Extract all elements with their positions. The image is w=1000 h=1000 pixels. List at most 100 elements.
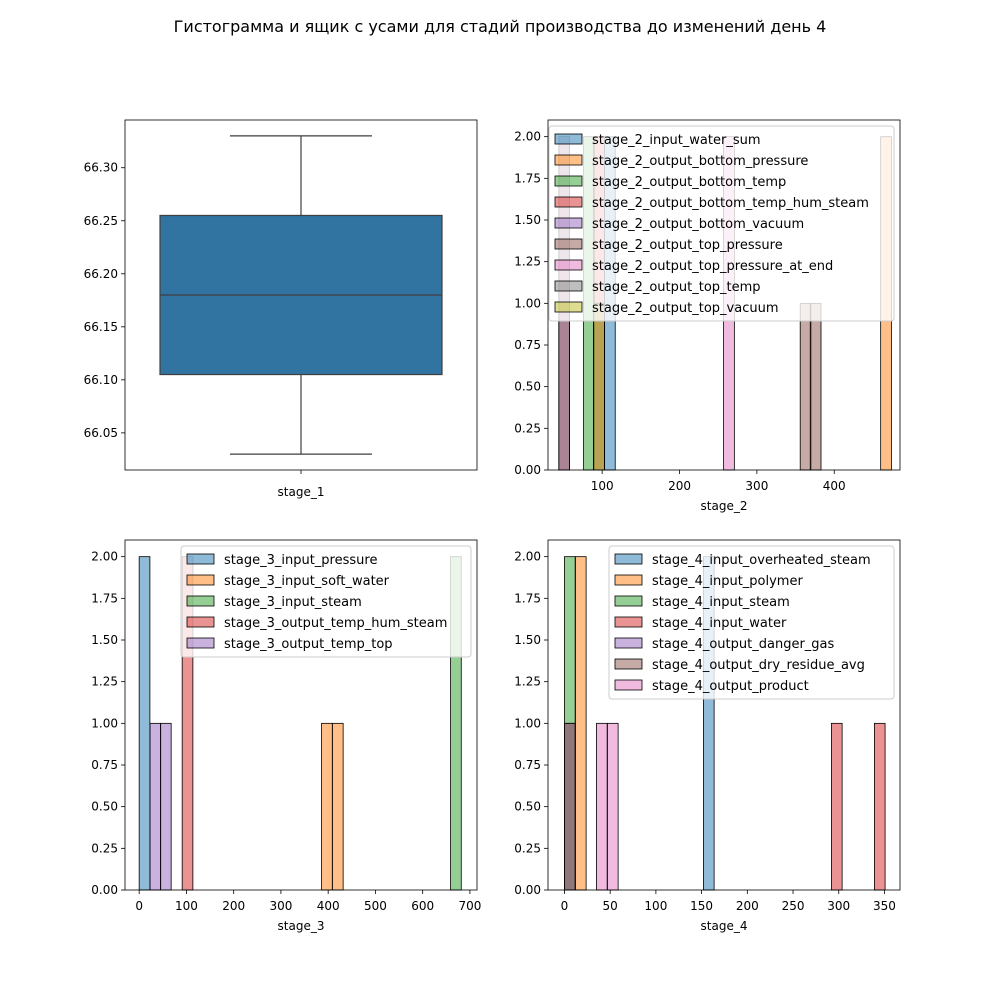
legend-swatch [614,658,643,670]
legend: stage_3_input_pressure stage_3_input_soft… [180,545,472,658]
histogram-bar [575,556,587,891]
x-tick-label: 500 [364,899,387,913]
legend-swatch [614,679,643,691]
legend-item: stage_2_output_bottom_pressure [554,154,808,169]
axes-frame [547,539,901,891]
legend-swatch [186,637,215,649]
y-tick-label: 66.30 [84,161,118,175]
histogram-bar [564,722,576,891]
x-tick-label: 100 [175,899,198,913]
histogram-bar [799,302,812,471]
legend-label: stage_4_output_danger_gas [652,637,835,652]
legend-item: stage_3_input_pressure [186,553,377,568]
x-tick-label: 100 [591,479,614,493]
y-tick-label: 2.00 [91,550,118,564]
y-tick-label: 0.25 [514,841,541,855]
legend-item: stage_4_input_polymer [614,574,803,589]
y-tick-label: 1.00 [514,716,541,730]
y-tick-label: 0.75 [91,758,118,772]
legend-label: stage_2_input_water_sum [592,133,761,148]
y-tick-label: 0.25 [91,841,118,855]
x-tick-label: 0 [135,899,143,913]
axes-frame [124,539,478,891]
x-axis-label: stage_4 [701,919,748,933]
legend-label: stage_4_output_dry_residue_avg [652,658,865,673]
legend-item: stage_3_output_temp_top [186,637,393,652]
x-tick-label: 100 [644,899,667,913]
x-axis-label: stage_2 [701,499,748,513]
legend-label: stage_3_input_pressure [224,553,377,568]
legend-item: stage_2_output_top_pressure [554,238,783,253]
y-tick-label: 0.75 [514,338,541,352]
legend-swatch [614,574,643,586]
legend-item: stage_3_output_temp_hum_steam [186,616,447,631]
legend-label: stage_4_input_steam [652,595,790,610]
legend-frame [608,545,895,700]
x-tick-label: 250 [782,899,805,913]
x-tick-label: 600 [411,899,434,913]
y-tick-label: 1.75 [514,591,541,605]
legend-item: stage_4_input_overheated_steam [614,553,871,568]
legend-swatch [554,154,583,166]
y-tick-label: 1.75 [514,171,541,185]
y-tick-label: 1.50 [514,213,541,227]
y-tick-label: 0.00 [514,463,541,477]
boxplot-stage-1: 66.05 66.10 66.15 66.20 66.25 66.30 stage_1 [84,119,478,499]
y-tick-label: 66.10 [84,373,118,387]
y-tick-label: 1.25 [514,675,541,689]
legend-swatch [186,553,215,565]
histogram-bar [160,722,172,891]
x-axis-label: stage_3 [278,919,325,933]
y-tick-label: 66.20 [84,267,118,281]
legend-frame [180,545,472,658]
legend-label: stage_4_input_water [652,616,787,631]
legend-label: stage_2_output_top_temp [592,280,761,295]
y-tick-label: 1.75 [91,591,118,605]
histogram-bar [332,722,344,891]
y-tick-label: 0.75 [514,758,541,772]
legend-label: stage_3_input_steam [224,595,362,610]
legend-label: stage_3_input_soft_water [224,574,390,589]
legend-item: stage_2_output_bottom_temp [554,175,786,190]
y-tick-label: 1.50 [514,633,541,647]
x-tick-label: 400 [823,479,846,493]
histogram-stage-4: 0.00 0.25 0.50 0.75 1.00 1.25 1.50 1.75 2.00 0 50 1… [514,539,901,933]
axes-frame [124,119,478,471]
x-tick-label: 200 [668,479,691,493]
legend-label: stage_4_input_polymer [652,574,803,589]
legend-swatch [554,217,583,229]
legend-label: stage_2_output_top_pressure [592,238,783,253]
y-tick-label: 0.50 [514,800,541,814]
histogram-bar [321,722,333,891]
x-tick-label: 0 [561,899,569,913]
y-tick-label: 1.25 [91,675,118,689]
legend-swatch [554,259,583,271]
histogram-bar [593,302,605,471]
x-tick-label: 350 [873,899,896,913]
y-tick-label: 66.05 [84,426,118,440]
legend: stage_4_input_overheated_steam stage_4_in… [608,545,895,700]
y-tick-label: 1.00 [514,296,541,310]
histogram-stage-2: 0.00 0.25 0.50 0.75 1.00 1.25 1.50 1.75 2.00 100 2… [514,119,901,513]
y-tick-label: 0.00 [91,883,118,897]
legend-item: stage_2_output_top_vacuum [554,301,779,316]
axes-frame [547,119,901,471]
histogram-bar [138,556,151,891]
y-tick-label: 1.25 [514,255,541,269]
legend-label: stage_2_output_top_pressure_at_end [592,259,833,274]
x-tick-label: 300 [745,479,768,493]
legend-item: stage_2_output_top_pressure_at_end [554,259,833,274]
legend-label: stage_3_output_temp_hum_steam [224,616,447,631]
y-tick-label: 1.00 [91,716,118,730]
legend-swatch [614,595,643,607]
legend-item: stage_4_output_danger_gas [614,637,835,652]
y-tick-label: 0.50 [514,380,541,394]
x-tick-label: 400 [317,899,340,913]
legend-label: stage_2_output_bottom_temp_hum_steam [592,196,869,211]
y-tick-label: 2.00 [514,550,541,564]
histogram-bar [831,722,843,891]
x-tick-label: 300 [827,899,850,913]
legend-swatch [554,238,583,250]
x-tick-label: 50 [603,899,618,913]
